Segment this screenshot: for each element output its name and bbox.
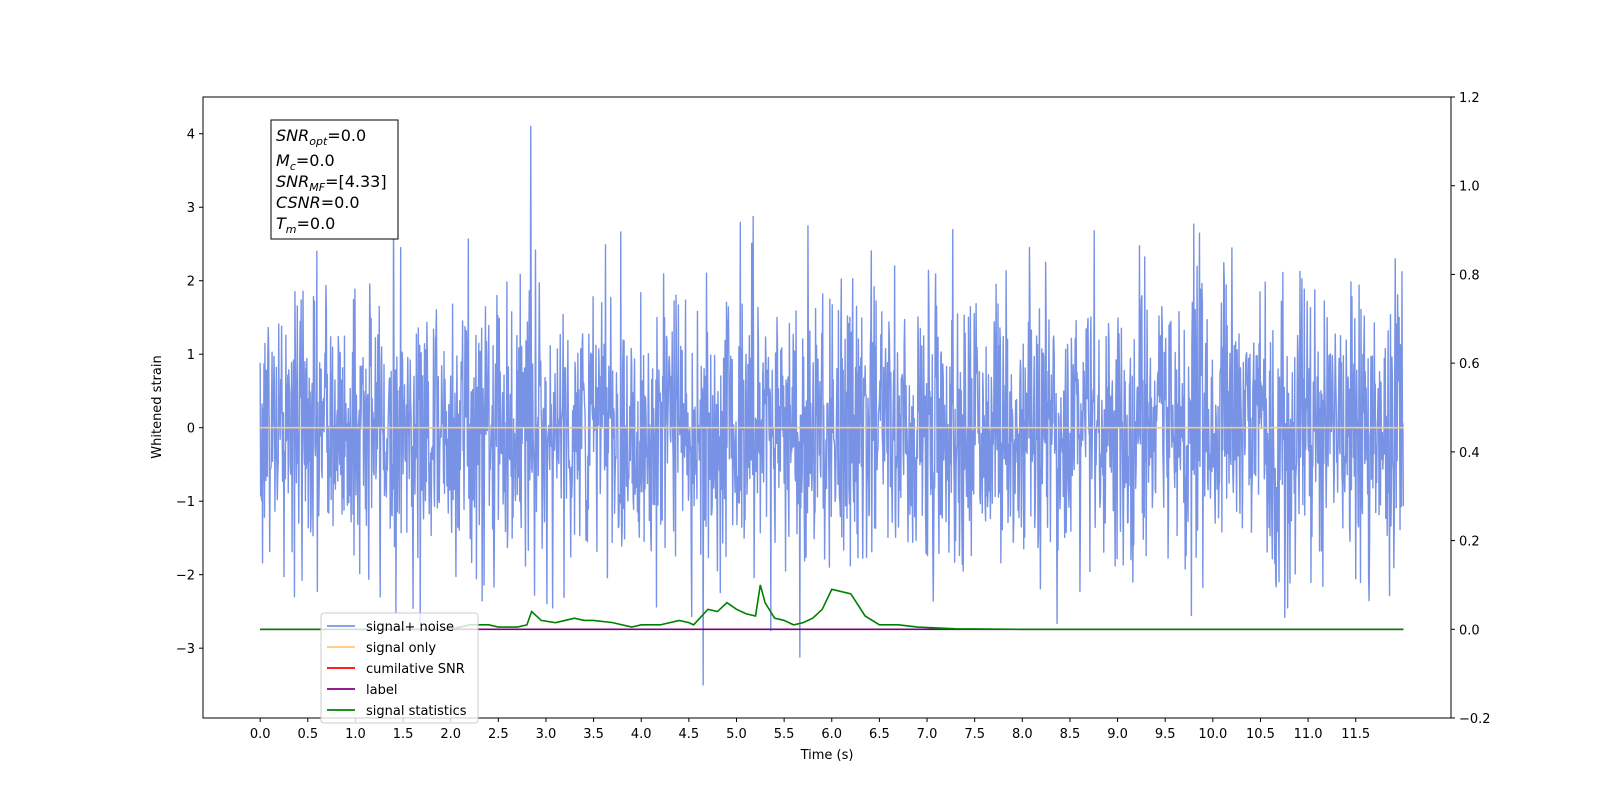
legend: signal+ noise signal only cumilative SNR la… [320, 612, 479, 724]
y2-tick-label: 0.8 [1459, 268, 1480, 283]
y-axis-right: 1.2 1.0 0.8 0.6 0.4 0.2 0.0 −0.2 [1451, 91, 1491, 727]
x-tick-label: 3.5 [583, 727, 604, 742]
annotation-frame [270, 119, 399, 240]
annotation-subscript: opt [309, 135, 328, 148]
annotation-subscript: MF [309, 181, 325, 194]
x-tick-label: 11.5 [1341, 727, 1370, 742]
x-tick-label: 6.5 [869, 727, 890, 742]
series-line-4 [260, 584, 1404, 631]
y2-tick-label: 1.2 [1459, 91, 1480, 106]
x-axis-label: Time (s) [800, 748, 854, 763]
annotation-subscript: m [286, 223, 297, 236]
x-tick-label: 10.0 [1198, 727, 1227, 742]
legend-entry: cumilative SNR [366, 662, 465, 677]
legend-entry: signal+ noise [366, 620, 454, 635]
y-tick-label: 0 [187, 422, 195, 437]
x-axis: 0.0 0.5 1.0 1.5 2.0 2.5 3.0 3.5 4.0 4.5 5.0 5.5 6.0 6… [250, 718, 1370, 742]
x-tick-label: 8.0 [1012, 727, 1033, 742]
annotation-value: =0.0 [327, 126, 366, 145]
x-tick-label: 8.5 [1060, 727, 1081, 742]
x-tick-label: 9.5 [1155, 727, 1176, 742]
y-tick-label: −3 [176, 642, 195, 657]
x-tick-label: 3.0 [536, 727, 557, 742]
annotation-line: SNRMF=[4.33] [276, 172, 387, 194]
x-tick-label: 7.5 [964, 727, 985, 742]
y-axis-left: 4 3 2 1 0 −1 −2 −3 [176, 128, 203, 657]
annotation-box: SNRopt=0.0Mc=0.0SNRMF=[4.33]CSNR=0.0Tm=0… [270, 119, 399, 240]
annotation-subscript: c [290, 160, 296, 173]
annotation-line: Mc=0.0 [276, 151, 335, 173]
x-tick-label: 2.5 [488, 727, 509, 742]
legend-frame [320, 612, 479, 724]
plot-frame [202, 96, 1452, 719]
y2-tick-label: 0.0 [1459, 623, 1480, 638]
y-tick-label: 4 [187, 128, 195, 143]
y2-tick-label: 0.6 [1459, 357, 1480, 372]
x-tick-label: 1.0 [345, 727, 366, 742]
annotation-variable: SNR [276, 172, 309, 191]
legend-entry: label [366, 683, 397, 698]
x-tick-label: 0.5 [297, 727, 318, 742]
annotation-variable: CSNR [276, 193, 321, 212]
annotation-value: =0.0 [297, 214, 336, 233]
annotation-line: SNRopt=0.0 [276, 126, 366, 148]
y-tick-label: −1 [176, 495, 195, 510]
x-tick-label: 7.0 [917, 727, 938, 742]
legend-entry: signal only [366, 641, 436, 656]
y-tick-label: 3 [187, 201, 195, 216]
y2-tick-label: −0.2 [1459, 712, 1491, 727]
y2-tick-label: 1.0 [1459, 180, 1480, 195]
x-tick-label: 10.5 [1246, 727, 1275, 742]
x-tick-label: 2.0 [440, 727, 461, 742]
x-tick-label: 1.5 [393, 727, 414, 742]
y2-tick-label: 0.2 [1459, 535, 1480, 550]
annotation-line: Tm=0.0 [276, 214, 335, 236]
annotation-line: CSNR=0.0 [276, 193, 360, 212]
plot-area [259, 125, 1405, 686]
annotation-variable: T [276, 214, 287, 233]
annotation-value: =0.0 [321, 193, 360, 212]
annotation-value: =0.0 [296, 151, 335, 170]
y2-tick-label: 0.4 [1459, 446, 1480, 461]
annotation-variable: M [276, 151, 290, 170]
legend-entry: signal statistics [366, 704, 467, 719]
y-tick-label: −2 [176, 569, 195, 584]
x-tick-label: 4.5 [679, 727, 700, 742]
x-tick-label: 5.5 [774, 727, 795, 742]
x-tick-label: 4.0 [631, 727, 652, 742]
y-axis-label: Whitened strain [150, 355, 165, 458]
y-tick-label: 1 [187, 348, 195, 363]
x-tick-label: 11.0 [1294, 727, 1323, 742]
x-tick-label: 6.0 [821, 727, 842, 742]
x-tick-label: 0.0 [250, 727, 271, 742]
annotation-variable: SNR [276, 126, 309, 145]
x-tick-label: 9.0 [1107, 727, 1128, 742]
y-tick-label: 2 [187, 275, 195, 290]
annotation-value: =[4.33] [325, 172, 387, 191]
x-tick-label: 5.0 [726, 727, 747, 742]
series-signal-noise-line [259, 125, 1405, 686]
